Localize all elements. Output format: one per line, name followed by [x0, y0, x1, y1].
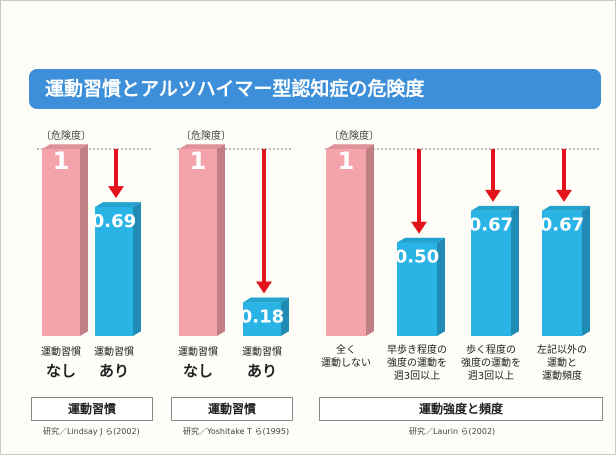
x-tick-label: 運動習慣 あり — [242, 347, 282, 380]
y-label: 〔危険度〕 — [329, 131, 379, 142]
bar-side — [582, 205, 590, 336]
group-label: 運動習慣 — [31, 397, 153, 421]
group-label: 運動習慣 — [171, 397, 293, 421]
bar — [243, 302, 281, 336]
x-tick-label: 運動習慣 なし — [41, 347, 81, 380]
bar — [179, 149, 217, 336]
bar — [471, 210, 511, 336]
value-label: 0.18 — [240, 306, 284, 327]
bar — [95, 206, 133, 336]
arrow-head — [485, 189, 501, 202]
bar-top — [243, 297, 289, 303]
x-tick-label: 早歩き程度の 強度の運動を 週3回以上 — [387, 345, 447, 382]
title: 運動習慣とアルツハイマー型認知症の危険度 — [29, 69, 601, 109]
value-label: 1 — [53, 147, 70, 175]
bar-top — [179, 144, 225, 149]
x-tick-label: 運動習慣 あり — [94, 347, 134, 380]
x-tick-label: 全く 運動しない — [321, 345, 371, 369]
bar-top — [95, 202, 141, 207]
bar-top — [397, 237, 445, 243]
bar-side — [511, 205, 519, 336]
bar-side — [437, 237, 445, 336]
value-label: 1 — [338, 147, 355, 175]
x-tick-label: 運動習慣 なし — [178, 347, 218, 380]
bar-side — [133, 202, 141, 336]
source: 研究／Laurin ら(2002) — [409, 427, 496, 436]
value-label: 0.69 — [92, 211, 136, 232]
source: 研究／Lindsay J ら(2002) — [43, 427, 140, 436]
bar-top — [42, 144, 88, 149]
bar-side — [366, 144, 374, 336]
value-label: 0.67 — [540, 215, 584, 236]
value-label: 1 — [190, 147, 207, 175]
arrow-head — [256, 281, 272, 294]
bar-top — [326, 144, 374, 149]
x-tick-label: 歩く程度の 強度の運動を 週3回以上 — [461, 345, 521, 382]
bar — [542, 210, 582, 336]
value-label: 0.50 — [395, 247, 439, 268]
x-tick-label: 左記以外の 運動と 運動頻度 — [537, 345, 587, 382]
bar-top — [471, 205, 519, 211]
bar — [326, 149, 366, 336]
arrow-head — [108, 186, 124, 199]
bar — [42, 149, 80, 336]
arrow-head — [556, 189, 572, 202]
group-label: 運動強度と頻度 — [319, 397, 603, 421]
arrow-head — [411, 221, 427, 234]
bar-side — [217, 144, 225, 336]
y-label: 〔危険度〕 — [41, 131, 91, 142]
bar-side — [281, 297, 289, 336]
bar-top — [542, 205, 590, 211]
source: 研究／Yoshitake T ら(1995) — [183, 427, 290, 436]
bar — [397, 242, 437, 336]
y-label: 〔危険度〕 — [181, 131, 231, 142]
value-label: 0.67 — [469, 215, 513, 236]
bar-side — [80, 144, 88, 336]
